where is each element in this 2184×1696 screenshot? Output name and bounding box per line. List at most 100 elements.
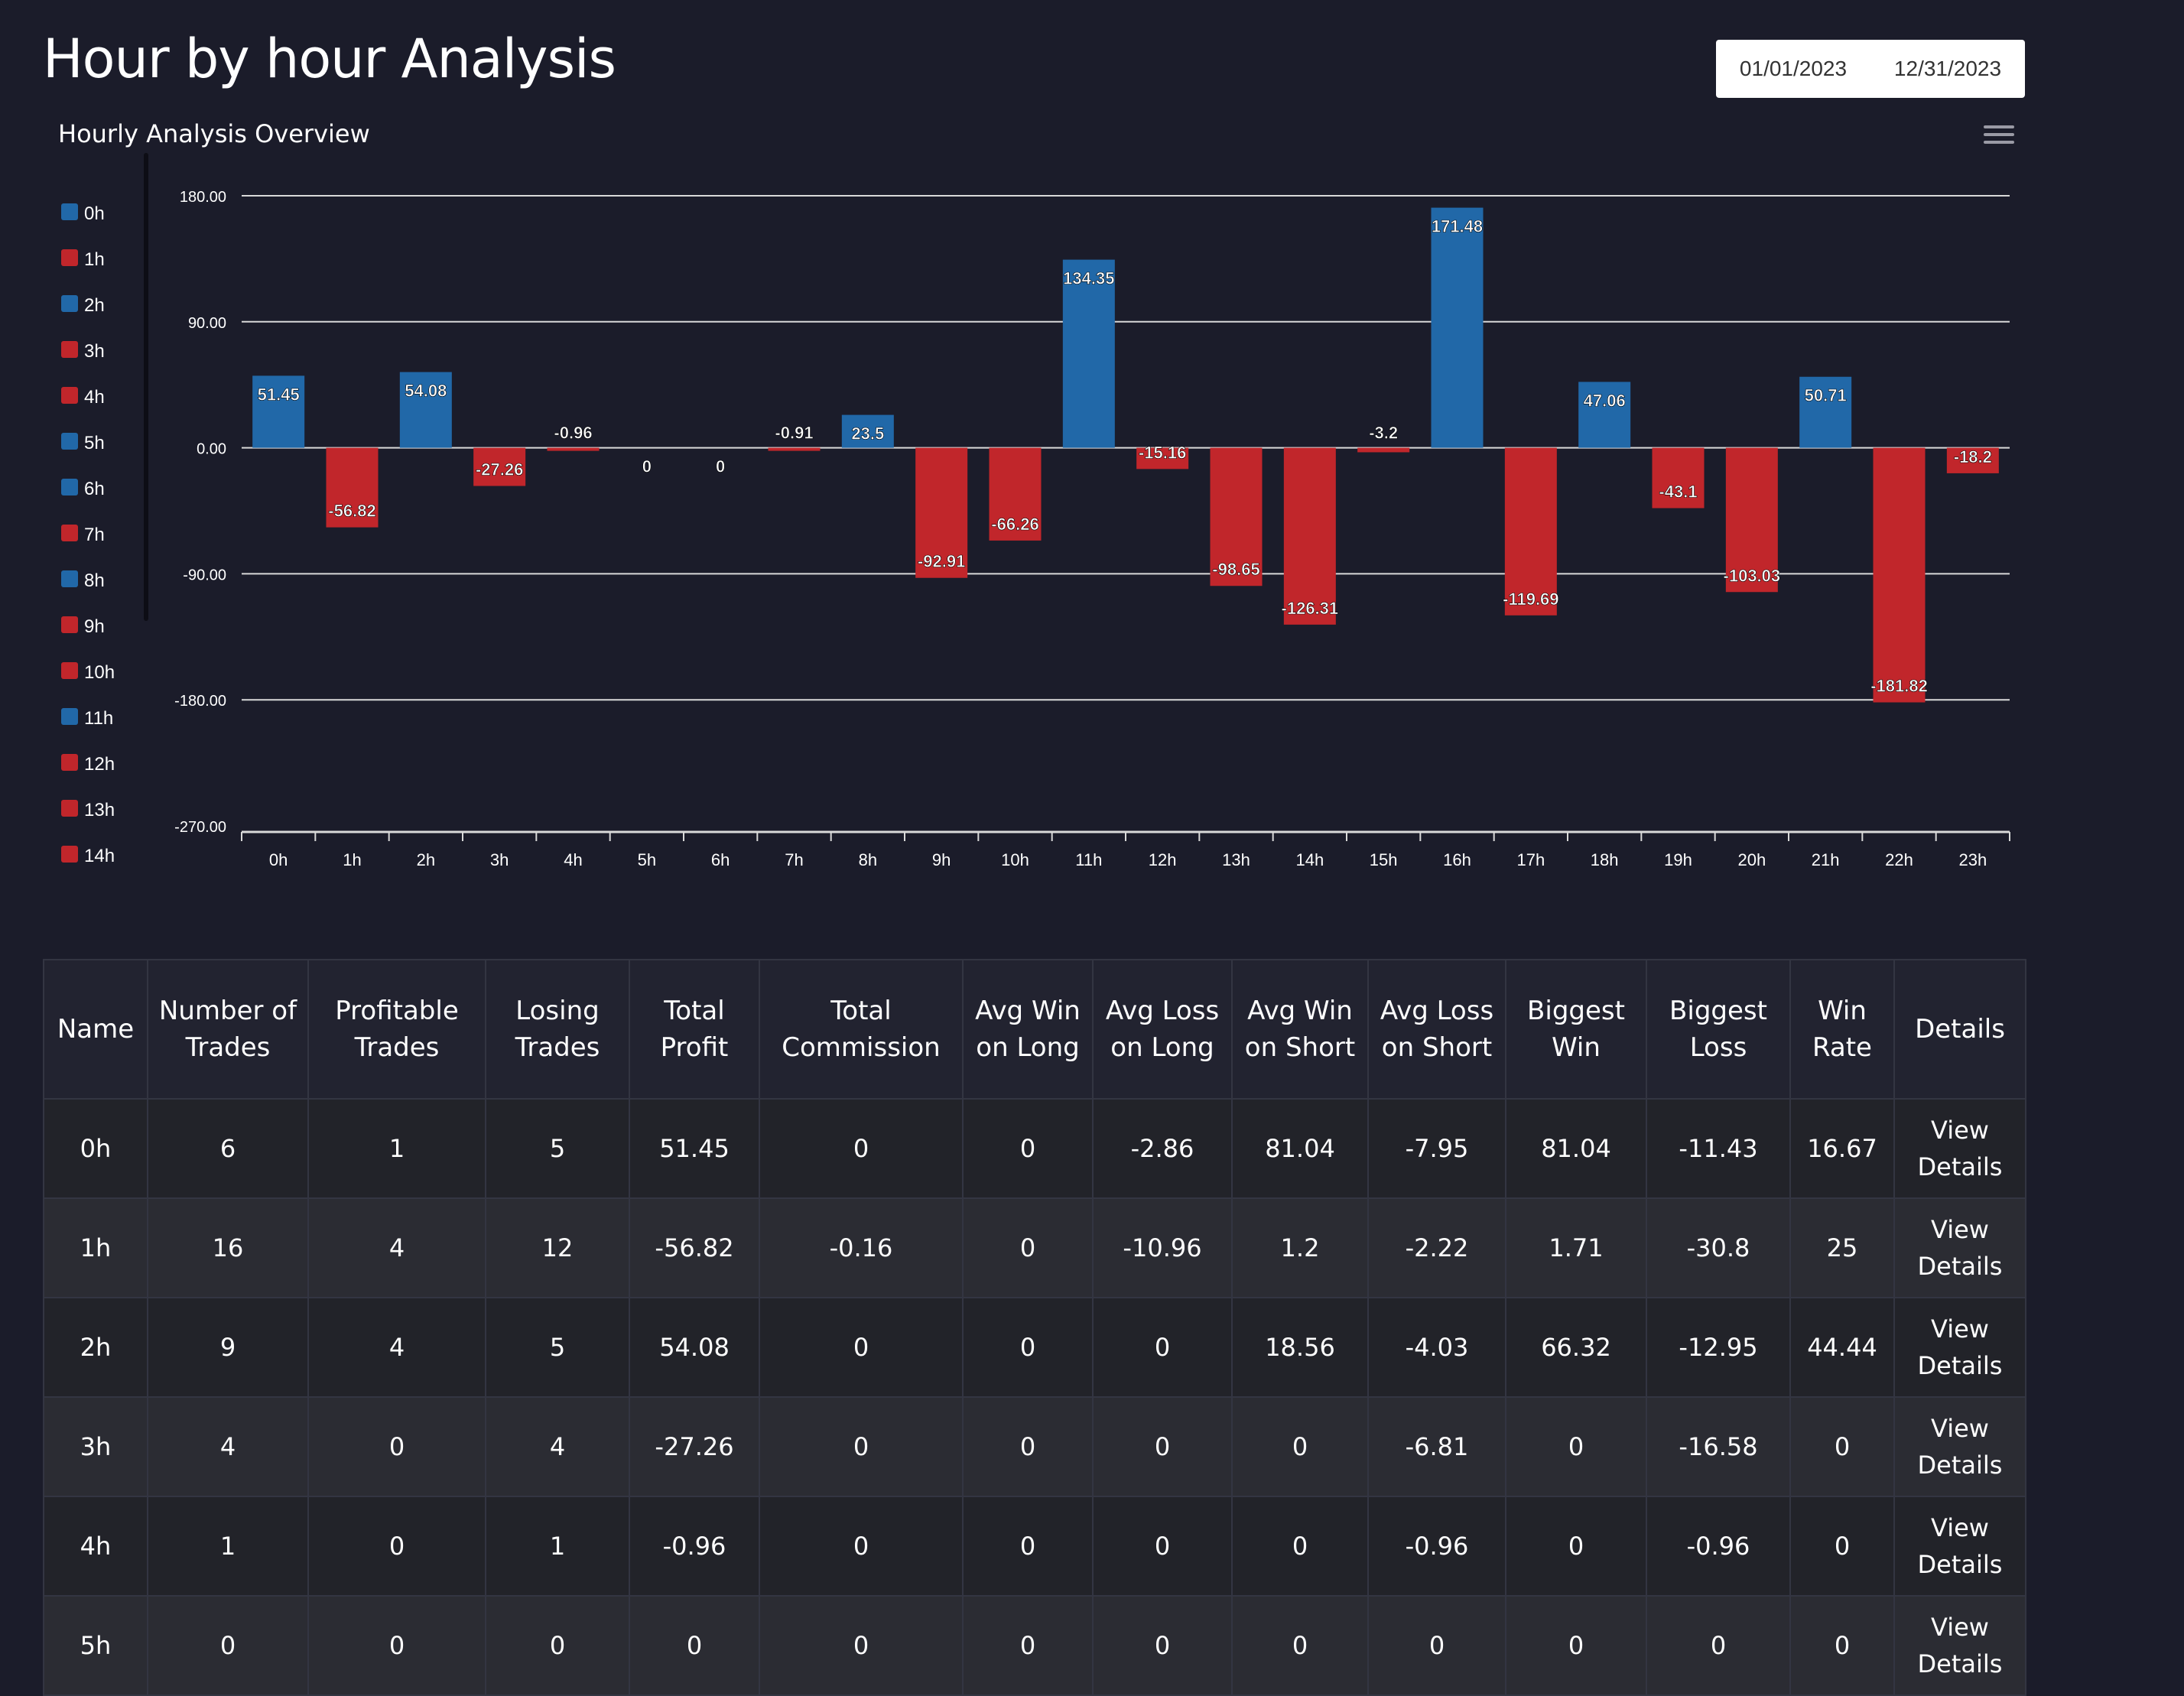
legend-item[interactable]: 14h <box>61 833 153 872</box>
legend-item[interactable]: 13h <box>61 788 153 833</box>
legend-label: 12h <box>84 754 115 775</box>
date-range-picker[interactable]: 01/01/2023 12/31/2023 <box>1716 40 2025 98</box>
x-tick-label: 20h <box>1737 850 1766 869</box>
table-cell: 0 <box>1092 1595 1233 1696</box>
bar-18h[interactable] <box>1578 382 1631 448</box>
legend-swatch <box>61 387 78 404</box>
legend-swatch <box>61 662 78 679</box>
x-tick-label: 23h <box>1958 850 1987 869</box>
table-cell: 0 <box>1092 1396 1233 1497</box>
x-tick-label: 18h <box>1591 850 1619 869</box>
view-details-button[interactable]: View Details <box>1893 1297 2026 1398</box>
table-row: 0h 6 1 5 51.45 0 0 -2.86 81.04 -7.95 81.04 -11.43 16… <box>43 1098 2026 1199</box>
table-cell: 0 <box>962 1098 1094 1199</box>
table-cell: 0 <box>759 1297 964 1398</box>
hamburger-menu-icon[interactable] <box>1984 125 2014 148</box>
bar-12h[interactable] <box>1136 447 1189 469</box>
table-cell: 0 <box>1505 1396 1647 1497</box>
table-cell: -2.22 <box>1367 1197 1506 1298</box>
table-header-row: Name Number of Trades Profitable Trades Los… <box>43 959 2026 1100</box>
bar-22h[interactable] <box>1873 447 1926 703</box>
table-cell: -2.86 <box>1092 1098 1233 1199</box>
start-date[interactable]: 01/01/2023 <box>1739 57 1848 80</box>
table-cell: 0 <box>147 1595 309 1696</box>
bar-15h[interactable] <box>1357 447 1410 453</box>
bar-19h[interactable] <box>1652 447 1705 508</box>
bar-1h[interactable] <box>326 447 379 528</box>
table-cell: 0 <box>1367 1595 1506 1696</box>
legend-item[interactable]: 8h <box>61 558 153 604</box>
view-details-button[interactable]: View Details <box>1893 1396 2026 1497</box>
column-header: Details <box>1893 959 2026 1100</box>
bar-value-label: 0 <box>642 457 652 476</box>
legend-label: 5h <box>84 433 105 453</box>
bar-0h[interactable] <box>252 375 305 448</box>
table-cell: 0 <box>962 1396 1094 1497</box>
legend-item[interactable]: 7h <box>61 512 153 558</box>
table-body: 0h 6 1 5 51.45 0 0 -2.86 81.04 -7.95 81.04 -11.43 16… <box>43 1098 2026 1696</box>
bar-7h[interactable] <box>768 447 821 451</box>
legend-item[interactable]: 10h <box>61 650 153 696</box>
legend-swatch <box>61 708 78 725</box>
legend-item[interactable]: 12h <box>61 742 153 788</box>
table-cell: 54.08 <box>629 1297 760 1398</box>
bar-value-label: 23.5 <box>851 424 884 443</box>
legend-item[interactable]: 3h <box>61 329 153 375</box>
table-cell: -0.96 <box>629 1496 760 1597</box>
hourly-bar-chart: 180.00 90.00 0.00 -90.00 -180.00 -270.00 51.45… <box>174 189 2010 869</box>
legend-item[interactable]: 0h <box>61 191 153 237</box>
bar-3h[interactable] <box>473 447 526 486</box>
table-cell: 12 <box>485 1197 630 1298</box>
table-cell: 66.32 <box>1505 1297 1647 1398</box>
table-cell: -27.26 <box>629 1396 760 1497</box>
hourly-stats-table: Name Number of Trades Profitable Trades Los… <box>43 959 2026 1696</box>
view-details-button[interactable]: View Details <box>1893 1595 2026 1696</box>
bar-14h[interactable] <box>1283 447 1336 625</box>
bar-8h[interactable] <box>841 414 894 448</box>
view-details-button[interactable]: View Details <box>1893 1197 2026 1298</box>
bar-17h[interactable] <box>1504 447 1557 616</box>
legend-item[interactable]: 5h <box>61 421 153 466</box>
view-details-button[interactable]: View Details <box>1893 1496 2026 1597</box>
view-details-button[interactable]: View Details <box>1893 1098 2026 1199</box>
legend-scrollbar[interactable] <box>144 153 148 621</box>
end-date[interactable]: 12/31/2023 <box>1893 57 2002 80</box>
bar-value-label: -56.82 <box>328 502 375 521</box>
legend-label: 0h <box>84 203 105 224</box>
table-cell: -0.96 <box>1646 1496 1791 1597</box>
legend-item[interactable]: 6h <box>61 466 153 512</box>
bar-value-label: 171.48 <box>1432 217 1483 236</box>
bar-2h[interactable] <box>399 372 452 448</box>
bar-value-label: 54.08 <box>405 382 447 401</box>
table-row: 1h 16 4 12 -56.82 -0.16 0 -10.96 1.2 -2.22 1.71 -30… <box>43 1197 2026 1298</box>
bar-value-label: -119.69 <box>1503 590 1558 609</box>
bar-13h[interactable] <box>1210 447 1263 586</box>
legend-item[interactable]: 9h <box>61 604 153 650</box>
table-cell: 0 <box>1092 1297 1233 1398</box>
bar-10h[interactable] <box>989 447 1042 541</box>
legend-item[interactable]: 11h <box>61 696 153 742</box>
legend-swatch <box>61 754 78 771</box>
legend-item[interactable]: 2h <box>61 283 153 329</box>
table-cell: 0 <box>307 1595 486 1696</box>
table-cell: -30.8 <box>1646 1197 1791 1298</box>
bar-23h[interactable] <box>1946 447 1999 473</box>
y-tick-label: -270.00 <box>174 819 226 836</box>
legend-label: 4h <box>84 387 105 408</box>
column-header: Avg Win on Short <box>1231 959 1369 1100</box>
table-cell: 0 <box>962 1595 1094 1696</box>
legend-swatch <box>61 295 78 312</box>
bar-4h[interactable] <box>547 447 600 451</box>
table-cell: 0 <box>485 1595 630 1696</box>
legend-item[interactable]: 1h <box>61 237 153 283</box>
bar-9h[interactable] <box>915 447 968 578</box>
table-cell: -4.03 <box>1367 1297 1506 1398</box>
bar-16h[interactable] <box>1431 207 1484 448</box>
bar-value-label: -18.2 <box>1954 447 1992 466</box>
bar-21h[interactable] <box>1799 376 1852 448</box>
bar-value-label: -0.96 <box>554 424 592 443</box>
bar-20h[interactable] <box>1725 447 1778 593</box>
bar-11h[interactable] <box>1062 259 1115 448</box>
chart-legend: 0h 1h 2h 3h 4h 5h 6h 7h 8h 9h 10h 11h 12h 13h 14h <box>61 191 153 872</box>
legend-item[interactable]: 4h <box>61 375 153 421</box>
